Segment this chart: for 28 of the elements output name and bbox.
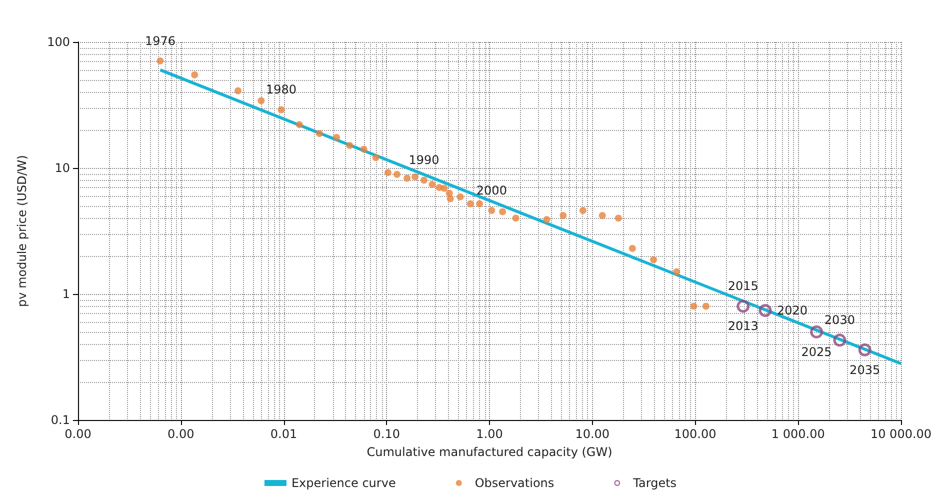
x-tick-label: 10.00 bbox=[575, 427, 610, 441]
annotation: 2013 bbox=[728, 319, 758, 334]
y-tick-label: 1 bbox=[62, 287, 70, 301]
x-tick-label: 0.01 bbox=[270, 427, 298, 441]
annotation: 2025 bbox=[801, 344, 832, 359]
annotation: 2030 bbox=[824, 313, 855, 328]
x-tick-label: 0.00 bbox=[64, 427, 92, 441]
legend-label: Targets bbox=[632, 476, 677, 490]
annotation: 2000 bbox=[476, 183, 507, 198]
annotation: 2020 bbox=[776, 303, 808, 318]
x-tick-label: 0.00 bbox=[168, 427, 194, 441]
annotation: 2015 bbox=[728, 279, 758, 294]
y-tick-label: 10 bbox=[54, 161, 70, 175]
x-tick-label: 1 000.00 bbox=[771, 427, 825, 441]
x-tick-label: 0.10 bbox=[373, 427, 400, 441]
x-axis-title: Cumulative manufactured capacity (GW) bbox=[366, 445, 612, 459]
legend-label: Observations bbox=[474, 476, 554, 490]
y-tick-label: 100 bbox=[47, 35, 70, 49]
x-tick-label: 1.00 bbox=[476, 427, 503, 441]
y-tick-label: 0.1 bbox=[50, 413, 70, 427]
annotation: 2035 bbox=[850, 362, 880, 377]
x-tick-label: 10 000.00 bbox=[870, 427, 932, 441]
y-axis-title: pv module price (USD/W) bbox=[15, 155, 29, 307]
annotation: 1990 bbox=[408, 153, 440, 168]
x-tick-label: 100.00 bbox=[674, 427, 716, 441]
annotation: 1980 bbox=[266, 82, 297, 97]
annotation: 1976 bbox=[144, 34, 176, 48]
legend-label: Experience curve bbox=[291, 476, 396, 490]
